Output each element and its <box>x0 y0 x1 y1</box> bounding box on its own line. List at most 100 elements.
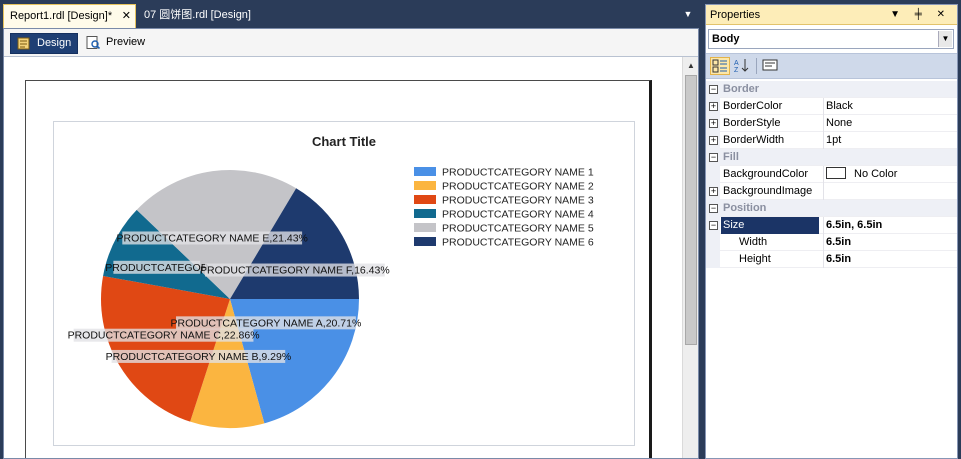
property-value[interactable]: None <box>823 115 957 132</box>
property-row[interactable]: BackgroundColor No Color <box>706 166 957 183</box>
close-icon[interactable]: ✕ <box>121 10 131 22</box>
alphabetical-button[interactable]: A Z <box>733 57 753 75</box>
data-label-background <box>204 263 385 277</box>
property-value[interactable]: 6.5in <box>823 234 957 251</box>
row-gutter <box>706 251 720 268</box>
property-name: BackgroundColor <box>723 168 808 180</box>
property-category[interactable]: − Position <box>706 200 957 217</box>
property-row[interactable]: + BackgroundImage <box>706 183 957 200</box>
data-label: PRODUCTCATEGORY NAME A,20.71% <box>171 317 362 329</box>
window-edge <box>958 0 961 459</box>
collapse-icon[interactable]: − <box>709 84 718 94</box>
property-name: Height <box>739 253 771 265</box>
data-label: PRODUCTCATEGORY NAME E,21.43% <box>117 232 308 244</box>
property-row[interactable]: − Size 6.5in, 6.5in <box>706 217 957 234</box>
property-value[interactable]: No Color <box>823 166 957 183</box>
property-row[interactable]: + BorderStyle None <box>706 115 957 132</box>
svg-text:Z: Z <box>734 67 739 73</box>
object-selector[interactable]: Body ▼ <box>708 29 954 49</box>
property-category[interactable]: − Fill <box>706 149 957 166</box>
scroll-up-icon[interactable]: ▲ <box>687 61 695 70</box>
legend-swatch <box>414 195 436 204</box>
collapse-icon[interactable]: − <box>709 220 718 230</box>
legend-label: PRODUCTCATEGORY NAME 2 <box>442 181 594 193</box>
design-label: Design <box>37 37 72 49</box>
tab-report1-design[interactable]: Report1.rdl [Design]* ✕ <box>3 4 136 28</box>
property-row[interactable]: + BorderWidth 1pt <box>706 132 957 149</box>
data-label: PRODUCTCATEGORY NAME F,16.43% <box>200 265 390 277</box>
property-value-text: 6.5in <box>826 253 852 265</box>
report-body[interactable]: Chart Title PRODUCTCATEGORY NAME A,20.71… <box>25 80 652 458</box>
property-value[interactable]: 6.5in <box>823 251 957 268</box>
tab-label: 07 圆饼图.rdl [Design] <box>144 9 251 21</box>
property-name: BackgroundImage <box>723 185 813 197</box>
property-name: Width <box>739 236 768 248</box>
property-row[interactable]: Height 6.5in <box>706 251 957 268</box>
properties-panel: Properties ▼ ╪ ✕ Body ▼ A Z <box>705 4 958 459</box>
chart-title: Chart Title <box>312 134 376 149</box>
pie-chart[interactable]: Chart Title PRODUCTCATEGORY NAME A,20.71… <box>53 121 635 446</box>
expand-icon[interactable]: + <box>709 135 718 145</box>
chevron-down-icon[interactable]: ▼ <box>938 31 952 47</box>
design-surface[interactable]: Chart Title PRODUCTCATEGORY NAME A,20.71… <box>4 57 680 458</box>
tab-list-dropdown-icon[interactable]: ▼ <box>683 9 693 19</box>
expand-icon[interactable]: + <box>709 101 718 111</box>
legend-swatch <box>414 181 436 190</box>
category-name: Fill <box>723 151 739 163</box>
property-value[interactable]: 1pt <box>823 132 957 149</box>
pie-slice-3[interactable] <box>101 275 230 422</box>
category-name: Position <box>723 202 767 214</box>
property-name: BorderColor <box>723 100 783 112</box>
property-value[interactable]: 6.5in, 6.5in <box>823 217 957 234</box>
design-view-button[interactable]: Design <box>10 33 78 54</box>
pie-slice-1[interactable] <box>230 299 359 424</box>
property-name: BorderWidth <box>723 134 785 146</box>
scroll-thumb[interactable] <box>685 75 697 345</box>
property-pages-icon <box>762 59 778 71</box>
preview-label: Preview <box>106 36 146 48</box>
properties-toolbar: A Z <box>706 53 957 79</box>
property-row[interactable]: + BorderColor Black <box>706 98 957 115</box>
property-value-text: Black <box>826 100 853 112</box>
row-gutter <box>706 166 720 183</box>
view-switcher: Design Preview <box>4 29 698 57</box>
data-label: PRODUCTCATEGORY NAME C,22.86% <box>68 330 260 342</box>
property-pages-button[interactable] <box>761 57 781 75</box>
pie-slice-2[interactable] <box>190 299 265 428</box>
property-value-text: 6.5in, 6.5in <box>826 219 883 231</box>
expand-icon[interactable]: + <box>709 118 718 128</box>
data-label-background <box>113 260 201 274</box>
color-swatch <box>826 167 846 179</box>
legend-swatch <box>414 167 436 176</box>
property-value-text: No Color <box>854 168 898 180</box>
vertical-scrollbar[interactable]: ▲ <box>682 57 698 458</box>
panel-window-controls-icon[interactable]: ▼ ╪ ✕ <box>890 9 951 20</box>
pie-chart-svg: Chart Title PRODUCTCATEGORY NAME A,20.71… <box>68 134 594 428</box>
legend-label: PRODUCTCATEGORY NAME 6 <box>442 237 594 249</box>
categorized-icon <box>712 59 727 73</box>
property-category[interactable]: − Border <box>706 81 957 98</box>
category-name: Border <box>723 83 760 95</box>
report-designer: Design Preview Chart Title PRODUCTCATEGO… <box>3 28 699 459</box>
object-selector-value: Body <box>712 33 740 45</box>
preview-icon <box>86 36 100 49</box>
data-label-background <box>176 316 356 330</box>
preview-view-button[interactable]: Preview <box>80 33 150 54</box>
data-label-background <box>111 349 286 363</box>
properties-title: Properties <box>710 9 761 21</box>
property-value[interactable] <box>823 183 957 200</box>
collapse-icon[interactable]: − <box>709 152 718 162</box>
legend-label: PRODUCTCATEGORY NAME 1 <box>442 167 594 179</box>
design-icon <box>17 37 30 50</box>
data-label-background <box>122 231 303 245</box>
property-name: BorderStyle <box>723 117 781 129</box>
categorized-button[interactable] <box>710 57 730 75</box>
legend-label: PRODUCTCATEGORY NAME 5 <box>442 223 594 235</box>
property-value[interactable]: Black <box>823 98 957 115</box>
collapse-icon[interactable]: − <box>709 203 718 213</box>
property-row[interactable]: Width 6.5in <box>706 234 957 251</box>
property-name: Size <box>721 217 819 234</box>
expand-icon[interactable]: + <box>709 186 718 196</box>
tab-pie-chart-design[interactable]: 07 圆饼图.rdl [Design] <box>138 4 257 28</box>
legend-label: PRODUCTCATEGORY NAME 4 <box>442 209 594 221</box>
